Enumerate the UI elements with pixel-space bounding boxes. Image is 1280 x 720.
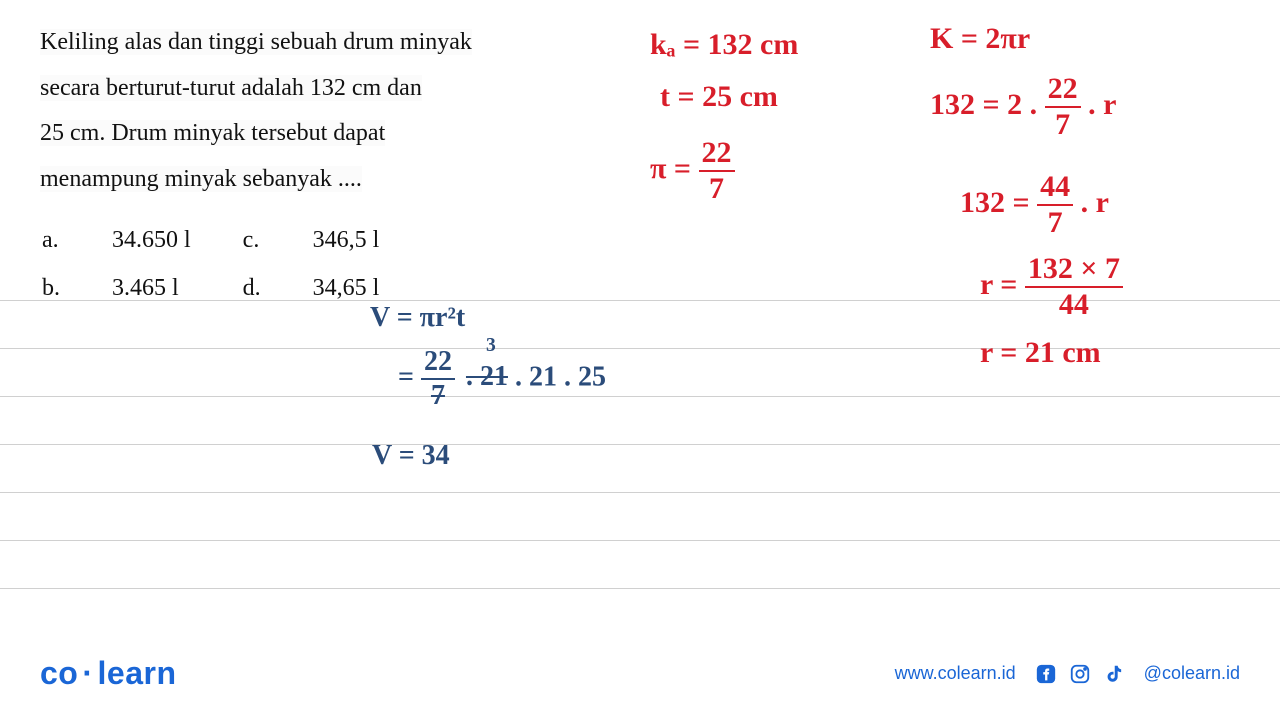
question-line-1: Keliling alas dan tinggi sebuah drum min… bbox=[40, 29, 472, 55]
hand-pi-frac: 22 7 bbox=[699, 136, 735, 206]
footer-url: www.colearn.id bbox=[895, 663, 1016, 684]
hand-v-calc: = 22 7 3 . 21 . 21 . 25 bbox=[398, 346, 606, 412]
hand-r-result: r = 21 cm bbox=[980, 336, 1101, 370]
hand-r-solve: r = 132 × 7 44 bbox=[980, 252, 1123, 322]
option-b-value: 3.465 l bbox=[112, 265, 241, 311]
question-line-2: secara berturut-turut adalah 132 cm dan bbox=[40, 75, 422, 101]
option-d-label: d. bbox=[243, 265, 311, 311]
logo-left: co bbox=[40, 655, 78, 691]
hand-pi-eq: π = 22 7 bbox=[650, 136, 735, 206]
hand-k-formula: K = 2πr bbox=[930, 22, 1030, 56]
question-text: Keliling alas dan tinggi sebuah drum min… bbox=[40, 20, 600, 202]
hand-v-formula: V = πr²t bbox=[370, 302, 465, 334]
hand-t-eq: t = 25 cm bbox=[660, 80, 778, 114]
question-line-4: menampung minyak sebanyak .... bbox=[40, 166, 362, 192]
hand-132-line1: 132 = 2 . 22 7 . r bbox=[930, 72, 1116, 142]
option-b-label: b. bbox=[42, 265, 110, 311]
question-line-3: 25 cm. Drum minyak tersebut dapat bbox=[40, 120, 385, 146]
brand-logo: co·learn bbox=[40, 655, 176, 692]
hand-v-result: V = 34 bbox=[372, 440, 450, 472]
answer-options: a. 34.650 l c. 346,5 l b. 3.465 l d. 34,… bbox=[40, 215, 431, 313]
footer-right: www.colearn.id @colearn.id bbox=[895, 662, 1240, 686]
option-c-value: 346,5 l bbox=[313, 217, 430, 263]
tiktok-icon bbox=[1102, 662, 1126, 686]
hand-132-line2: 132 = 44 7 . r bbox=[960, 170, 1109, 240]
logo-right: learn bbox=[98, 655, 177, 691]
hand-ka-eq: kₐ = 132 cm bbox=[650, 28, 798, 62]
footer: co·learn www.colearn.id @colearn.id bbox=[0, 655, 1280, 692]
footer-handle: @colearn.id bbox=[1144, 663, 1240, 684]
logo-dot: · bbox=[78, 655, 97, 691]
option-c-label: c. bbox=[243, 217, 311, 263]
option-a-label: a. bbox=[42, 217, 110, 263]
facebook-icon bbox=[1034, 662, 1058, 686]
instagram-icon bbox=[1068, 662, 1092, 686]
hand-pi-label: π = bbox=[650, 152, 691, 185]
option-a-value: 34.650 l bbox=[112, 217, 241, 263]
social-icons bbox=[1034, 662, 1126, 686]
